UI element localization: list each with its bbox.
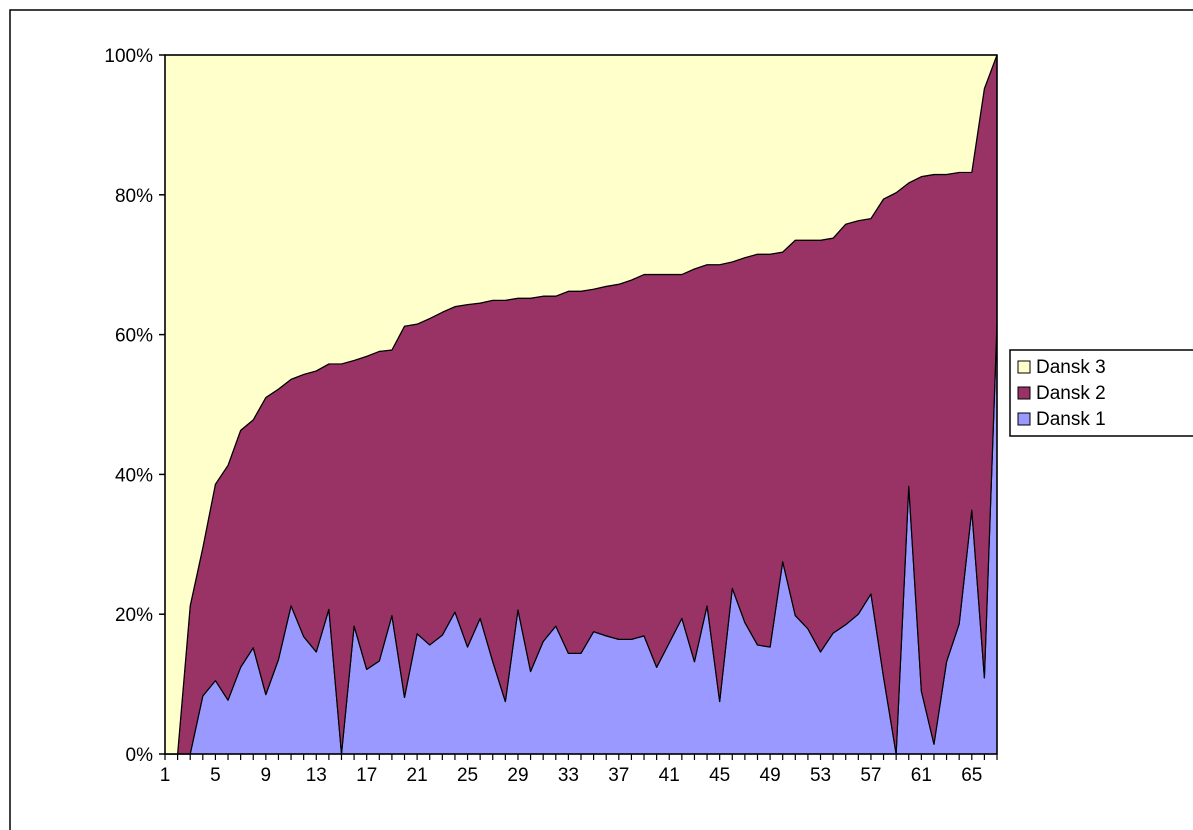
legend-swatch: [1017, 360, 1031, 374]
x-tick-label: 1: [160, 765, 171, 786]
x-tick-label: 5: [210, 765, 221, 786]
x-tick-label: 41: [659, 765, 680, 786]
x-tick-label: 65: [961, 765, 982, 786]
x-tick-label: 21: [407, 765, 428, 786]
legend-label: Dansk 1: [1036, 409, 1106, 430]
legend-swatch: [1017, 412, 1031, 426]
x-tick-label: 17: [356, 765, 377, 786]
x-tick-label: 45: [709, 765, 730, 786]
x-tick-label: 57: [860, 765, 881, 786]
y-tick-label: 40%: [115, 465, 153, 486]
chart-frame: [9, 9, 1193, 830]
y-tick-label: 60%: [115, 326, 153, 347]
legend-swatch: [1017, 386, 1031, 400]
x-tick-label: 61: [911, 765, 932, 786]
x-tick-label: 29: [507, 765, 528, 786]
y-tick-label: 0%: [126, 745, 154, 766]
y-tick-label: 100%: [104, 46, 153, 67]
x-tick-label: 33: [558, 765, 579, 786]
y-tick-label: 20%: [115, 605, 153, 626]
legend-label: Dansk 2: [1036, 383, 1106, 404]
x-tick-label: 25: [457, 765, 478, 786]
legend-box: [1009, 349, 1193, 437]
x-tick-label: 53: [810, 765, 831, 786]
y-tick-label: 80%: [115, 186, 153, 207]
legend-label: Dansk 3: [1036, 357, 1106, 378]
x-tick-label: 49: [760, 765, 781, 786]
x-tick-label: 9: [261, 765, 272, 786]
x-tick-label: 13: [306, 765, 327, 786]
x-tick-label: 37: [608, 765, 629, 786]
